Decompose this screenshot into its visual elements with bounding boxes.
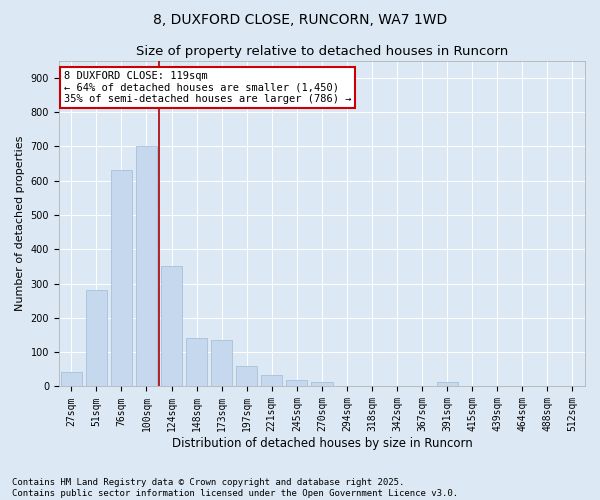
- Bar: [186, 338, 207, 386]
- Text: 8 DUXFORD CLOSE: 119sqm
← 64% of detached houses are smaller (1,450)
35% of semi: 8 DUXFORD CLOSE: 119sqm ← 64% of detache…: [64, 71, 351, 104]
- Bar: [136, 146, 157, 386]
- X-axis label: Distribution of detached houses by size in Runcorn: Distribution of detached houses by size …: [172, 437, 472, 450]
- Bar: [286, 380, 307, 386]
- Bar: [86, 290, 107, 386]
- Y-axis label: Number of detached properties: Number of detached properties: [15, 136, 25, 311]
- Bar: [161, 266, 182, 386]
- Bar: [236, 366, 257, 386]
- Bar: [437, 382, 458, 386]
- Text: 8, DUXFORD CLOSE, RUNCORN, WA7 1WD: 8, DUXFORD CLOSE, RUNCORN, WA7 1WD: [153, 12, 447, 26]
- Title: Size of property relative to detached houses in Runcorn: Size of property relative to detached ho…: [136, 45, 508, 58]
- Bar: [211, 340, 232, 386]
- Bar: [311, 382, 332, 386]
- Bar: [111, 170, 132, 386]
- Bar: [61, 372, 82, 386]
- Bar: [261, 376, 283, 386]
- Text: Contains HM Land Registry data © Crown copyright and database right 2025.
Contai: Contains HM Land Registry data © Crown c…: [12, 478, 458, 498]
